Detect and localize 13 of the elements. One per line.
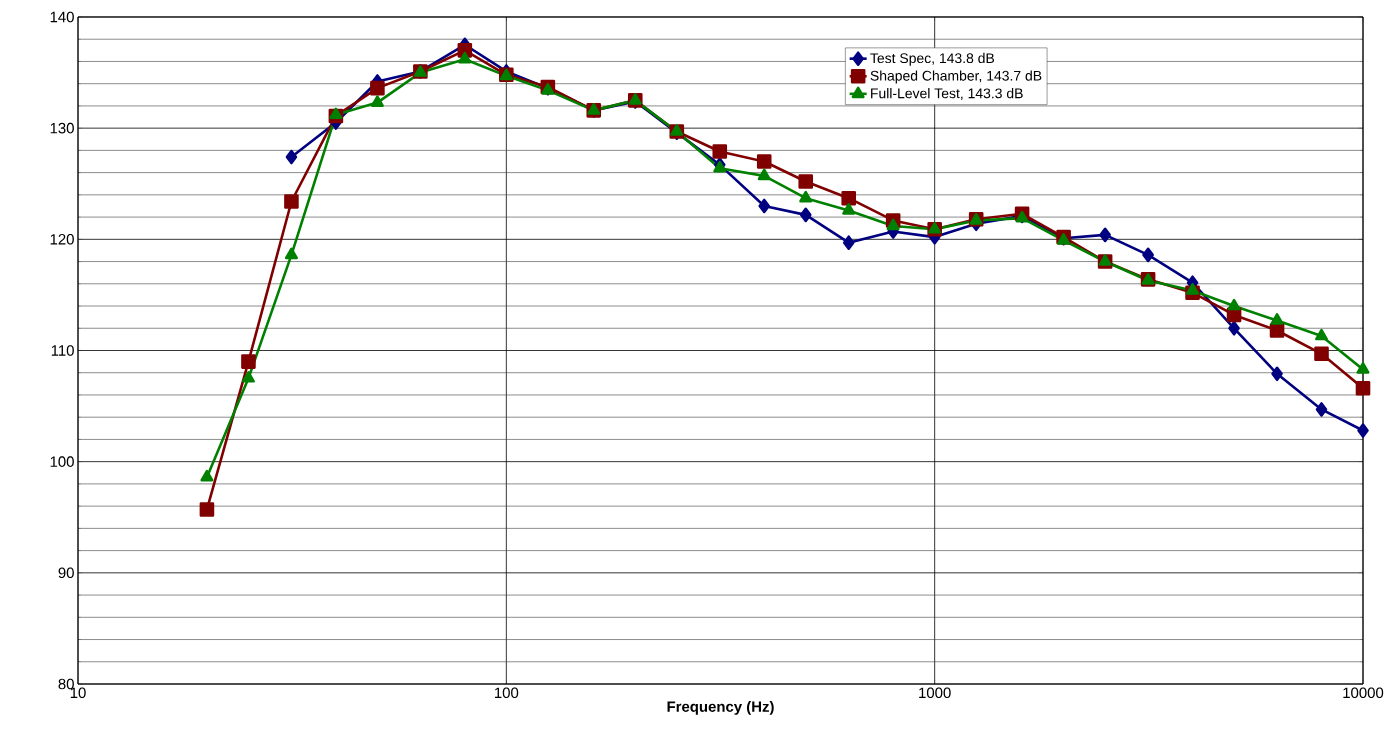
legend-label: Test Spec, 143.8 dB xyxy=(870,52,995,66)
y-tick-label: 120 xyxy=(50,234,74,245)
x-axis-title: Frequency (Hz) xyxy=(667,700,774,715)
legend-label: Shaped Chamber, 143.7 dB xyxy=(870,70,1042,84)
y-tick-label: 90 xyxy=(58,567,74,579)
x-tick-label: 10000 xyxy=(1343,687,1384,699)
y-tick-label: 140 xyxy=(50,11,74,23)
legend-label: Full-Level Test, 143.3 dB xyxy=(871,88,1023,100)
y-tick-label: 100 xyxy=(50,456,74,467)
y-tick-label: 130 xyxy=(50,122,74,134)
x-tick-label: 100 xyxy=(495,687,519,699)
x-tick-label: 1000 xyxy=(919,687,951,699)
y-tick-label: 110 xyxy=(51,345,74,356)
